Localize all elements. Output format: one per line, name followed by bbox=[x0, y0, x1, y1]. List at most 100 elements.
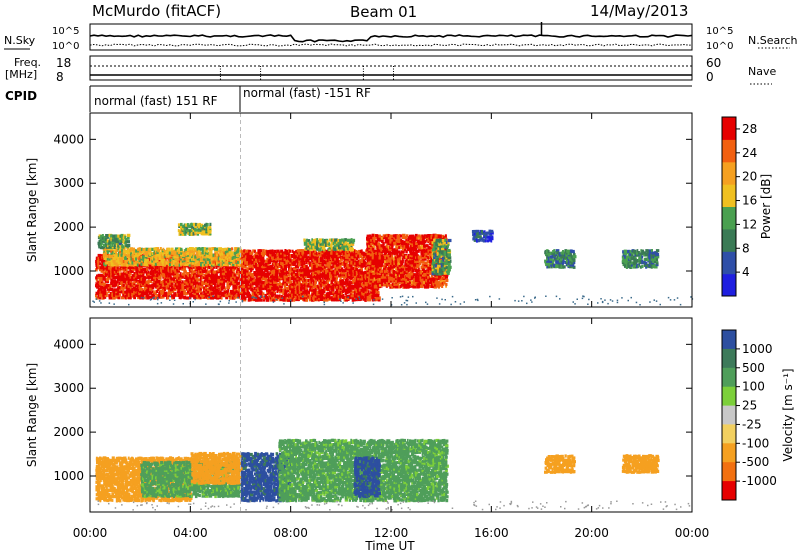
range-cell bbox=[378, 244, 382, 248]
range-cell bbox=[350, 238, 353, 242]
range-cell bbox=[359, 275, 362, 279]
range-cell bbox=[437, 234, 442, 238]
range-cell bbox=[416, 271, 419, 275]
range-cell bbox=[201, 280, 204, 284]
range-cell bbox=[352, 261, 355, 265]
range-cell bbox=[339, 279, 343, 283]
range-cell bbox=[282, 257, 285, 261]
range-cell bbox=[391, 253, 393, 257]
range-cell bbox=[388, 269, 391, 273]
range-cell bbox=[96, 274, 98, 278]
range-cell bbox=[273, 290, 276, 294]
range-cell bbox=[126, 240, 130, 244]
range-cell bbox=[330, 240, 333, 244]
range-cell bbox=[336, 263, 339, 267]
range-cell bbox=[303, 238, 306, 242]
range-cell bbox=[211, 288, 215, 292]
range-cell bbox=[407, 277, 410, 281]
range-cell bbox=[317, 269, 321, 273]
range-cell bbox=[188, 225, 193, 229]
range-cell bbox=[241, 253, 245, 258]
range-cell bbox=[323, 286, 326, 290]
range-cell bbox=[246, 279, 249, 283]
range-cell bbox=[228, 249, 232, 254]
range-cell bbox=[171, 289, 175, 293]
range-cell bbox=[241, 296, 243, 300]
range-cell bbox=[368, 247, 372, 251]
range-cell bbox=[174, 263, 177, 267]
range-cell bbox=[158, 261, 162, 265]
range-cell bbox=[101, 256, 104, 260]
range-cell bbox=[405, 255, 409, 259]
range-cell bbox=[271, 278, 274, 282]
range-cell bbox=[212, 279, 215, 283]
range-cell bbox=[271, 266, 275, 270]
range-cell bbox=[330, 244, 332, 248]
range-cell bbox=[310, 257, 314, 261]
range-cell bbox=[380, 250, 383, 254]
range-cell bbox=[391, 251, 395, 255]
range-cell bbox=[221, 249, 224, 253]
range-cell bbox=[115, 255, 119, 259]
range-cell bbox=[184, 232, 187, 236]
range-cell bbox=[346, 256, 350, 260]
range-cell bbox=[201, 276, 204, 280]
range-cell bbox=[168, 291, 173, 296]
range-cell bbox=[99, 236, 103, 240]
range-cell bbox=[299, 295, 303, 299]
range-cell bbox=[161, 251, 164, 255]
range-cell bbox=[113, 245, 116, 249]
range-cell bbox=[97, 261, 100, 266]
range-cell bbox=[117, 296, 121, 300]
range-cell bbox=[196, 269, 200, 273]
range-cell bbox=[309, 286, 313, 290]
range-cell bbox=[211, 295, 216, 299]
range-cell bbox=[305, 282, 309, 286]
range-cell bbox=[237, 281, 241, 286]
range-cell bbox=[252, 249, 256, 253]
range-cell bbox=[104, 275, 106, 279]
range-cell bbox=[188, 265, 192, 270]
range-cell bbox=[405, 275, 408, 279]
range-cell bbox=[179, 277, 182, 281]
range-cell bbox=[176, 269, 181, 273]
range-cell bbox=[330, 286, 334, 290]
range-cell bbox=[219, 268, 222, 272]
range-cell bbox=[180, 225, 184, 229]
range-cell bbox=[185, 223, 188, 227]
range-cell bbox=[229, 296, 233, 300]
range-cell bbox=[412, 251, 416, 256]
range-cell bbox=[174, 249, 179, 253]
range-cell bbox=[387, 240, 391, 244]
scatter-region bbox=[365, 233, 450, 289]
range-cell bbox=[265, 259, 270, 263]
range-cell bbox=[206, 253, 210, 257]
range-cell bbox=[352, 238, 356, 242]
range-cell bbox=[318, 257, 320, 261]
range-cell bbox=[297, 281, 301, 285]
range-cell bbox=[294, 292, 297, 296]
range-cell bbox=[276, 279, 281, 283]
range-cell bbox=[198, 282, 201, 286]
range-cell bbox=[237, 273, 240, 277]
range-cell bbox=[239, 269, 242, 273]
range-cell bbox=[142, 249, 146, 253]
range-cell bbox=[305, 278, 309, 282]
range-cell bbox=[99, 287, 102, 291]
range-cell bbox=[411, 259, 415, 263]
range-cell bbox=[257, 284, 259, 288]
range-cell bbox=[348, 253, 351, 257]
range-cell bbox=[372, 279, 375, 283]
range-cell bbox=[246, 272, 248, 276]
range-cell bbox=[357, 274, 360, 279]
range-cell bbox=[289, 280, 293, 284]
range-cell bbox=[237, 267, 240, 271]
range-cell bbox=[419, 262, 422, 266]
range-cell bbox=[364, 292, 367, 296]
range-cell bbox=[181, 232, 185, 236]
range-cell bbox=[185, 260, 188, 264]
range-cell bbox=[337, 291, 341, 295]
range-cell bbox=[432, 277, 435, 281]
range-cell bbox=[169, 282, 172, 286]
range-cell bbox=[344, 279, 349, 283]
